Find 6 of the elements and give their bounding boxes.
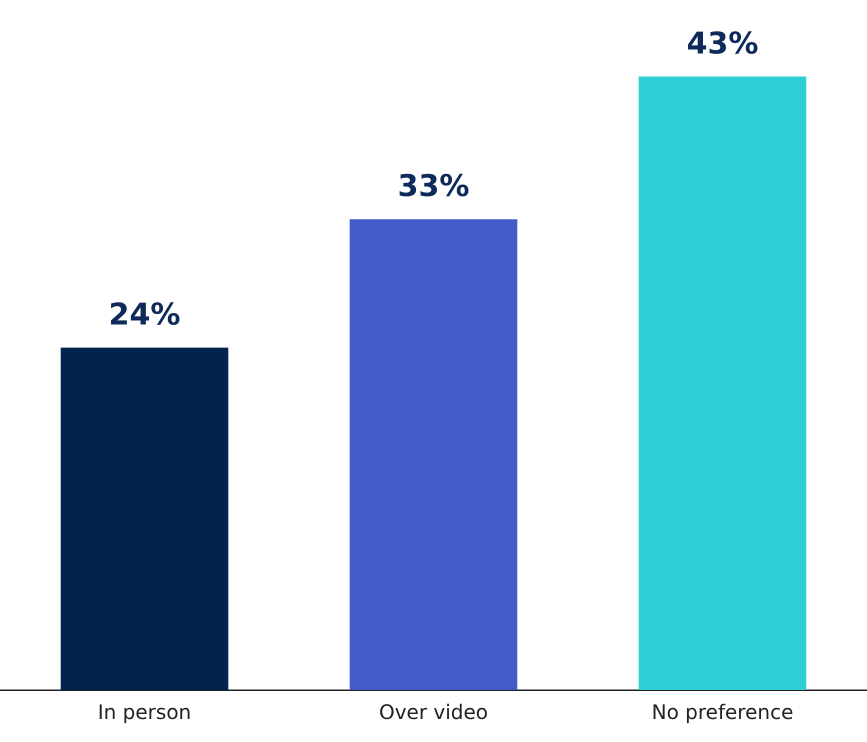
data-label: 33% (398, 168, 470, 204)
data-label: 24% (108, 297, 180, 332)
x-tick-label: No preference (652, 700, 794, 724)
x-tick-label: In person (98, 700, 192, 724)
data-label: 43% (686, 26, 758, 62)
x-tick-label: Over video (378, 700, 488, 724)
